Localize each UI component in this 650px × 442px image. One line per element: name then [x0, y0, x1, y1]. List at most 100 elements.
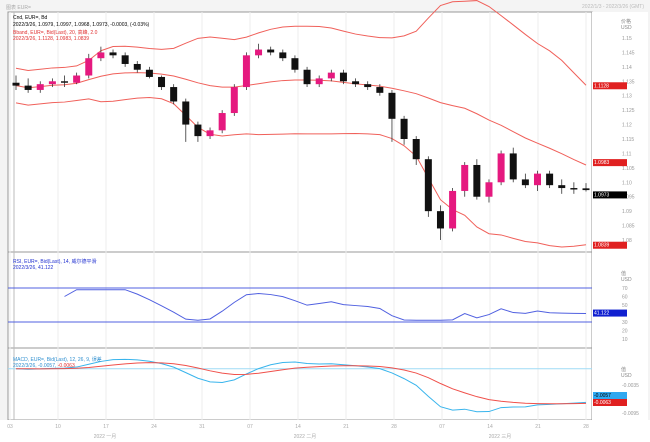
last-price-marker-bg — [593, 191, 627, 199]
candle-body — [533, 173, 541, 186]
macd-marker-bg — [593, 392, 627, 399]
candle-body — [497, 153, 505, 183]
price-tick-label: 1.085 — [622, 224, 635, 230]
candle-body — [12, 82, 20, 86]
date-tick-label: 07 — [439, 424, 445, 430]
candle-body — [36, 84, 44, 90]
price-tick-label: 1.08 — [622, 238, 632, 244]
bband-values: 2022/3/26, 1.1128, 1.0983, 1.0839 — [13, 36, 90, 42]
candle-body — [521, 179, 529, 186]
price-tick-label: 1.11 — [622, 151, 632, 157]
candle-body — [352, 81, 360, 85]
date-tick-label: 14 — [487, 424, 493, 430]
price-tick-label: 1.105 — [622, 166, 635, 172]
candle-body — [73, 75, 81, 83]
month-label: 2022 三月 — [489, 434, 512, 440]
lower-band-marker: 1.0839 — [594, 243, 610, 249]
price-tick-label: 1.10 — [622, 180, 632, 186]
rsi-marker: 41.122 — [594, 311, 610, 317]
bband-upper — [15, 0, 587, 86]
bband-lower — [15, 97, 587, 248]
rsi-legend: RSI, EUR=, Bid(Last), 14, 威尔德平滑 — [13, 259, 97, 265]
bband-middle — [15, 72, 587, 166]
price-tick-label: 1.115 — [622, 137, 634, 143]
price-tick-label: 1.12 — [622, 123, 632, 129]
candle-body — [558, 185, 566, 189]
candle-body — [48, 81, 56, 85]
candle-body — [424, 159, 432, 212]
date-tick-label: 31 — [199, 424, 205, 430]
rsi-marker-bg — [593, 309, 627, 317]
candle-body — [449, 190, 457, 229]
price-axis-unit: USD — [621, 25, 632, 31]
candle-body — [412, 139, 420, 160]
lower-band-marker-bg — [593, 241, 627, 249]
candle-body — [24, 85, 32, 90]
candle-body — [570, 188, 578, 190]
candle-body — [582, 188, 590, 191]
candle-body — [97, 52, 105, 59]
macd-values: 2022/3/26, -0.0057, -0.0063 — [13, 363, 75, 369]
macd-axis-unit: USD — [621, 373, 632, 379]
candle-body — [485, 182, 493, 197]
date-tick-label: 21 — [343, 424, 349, 430]
rsi-axis-unit: USD — [621, 277, 632, 283]
candle-body — [61, 81, 69, 83]
date-tick-label: 28 — [391, 424, 397, 430]
signal-marker-bg — [593, 399, 627, 406]
candle-body — [182, 101, 190, 125]
candle-body — [315, 78, 323, 85]
candle-body — [388, 92, 396, 119]
date-tick-label: 03 — [7, 424, 13, 430]
macd-tick-label: -0.0035 — [622, 383, 639, 389]
bband-legend: Bband, EUR=, Bid(Last), 20, 高峰, 2.0 — [13, 30, 98, 36]
candle-body — [364, 84, 372, 88]
rsi-tick-label: 70 — [622, 286, 628, 292]
candle-body — [400, 118, 408, 139]
date-tick-label: 28 — [583, 424, 589, 430]
axis-area — [592, 12, 648, 420]
candle-body — [376, 87, 384, 93]
macd-legend: MACD, EUR=, Bid(Last), 12, 26, 9, 误差 — [13, 357, 102, 363]
price-tick-label: 1.125 — [622, 108, 635, 114]
candle-body — [194, 124, 202, 137]
date-tick-label: 21 — [535, 424, 541, 430]
candle-body — [546, 173, 554, 186]
date-tick-label: 14 — [295, 424, 301, 430]
rsi-tick-label: 20 — [622, 329, 628, 335]
candle-values: 2022/3/26, 1.0979, 1.0997, 1.0968, 1.097… — [13, 22, 150, 28]
candle-body — [121, 55, 129, 64]
rsi-tick-label: 50 — [622, 303, 628, 309]
signal-value: -0.0063 — [57, 363, 75, 369]
candle-body — [327, 72, 335, 79]
middle-band-marker-bg — [593, 159, 627, 167]
candle-body — [145, 69, 153, 77]
rsi-axis-title: 值 — [621, 271, 627, 277]
price-axis-title: 价格 — [621, 19, 632, 25]
candle-body — [303, 69, 311, 85]
candle-body — [158, 76, 166, 88]
upper-band-marker: 1.1128 — [594, 83, 609, 89]
date-range: 2022/1/3 - 2022/3/26 (GMT) — [582, 4, 644, 10]
candle-body — [242, 55, 250, 88]
last-price-marker: 1.0973 — [594, 192, 610, 198]
rsi-tick-label: 10 — [622, 337, 628, 343]
candle-body — [170, 87, 178, 102]
macd-tick-label: -0.0095 — [622, 411, 639, 417]
macd-value: 2022/3/26, -0.0057, — [13, 363, 57, 369]
date-tick-label: 17 — [103, 424, 109, 430]
candle-body — [85, 58, 93, 76]
candle-body — [230, 87, 238, 114]
candle-body — [461, 164, 469, 191]
rsi-line — [64, 289, 587, 321]
price-tick-label: 1.145 — [622, 50, 635, 56]
month-label: 2022 一月 — [94, 434, 117, 440]
signal-marker: -0.0063 — [594, 400, 611, 406]
candle-body — [279, 52, 287, 59]
rsi-tick-label: 60 — [622, 295, 628, 301]
month-label: 2022 二月 — [294, 434, 317, 440]
signal-line — [15, 362, 587, 405]
candle-body — [218, 113, 226, 131]
